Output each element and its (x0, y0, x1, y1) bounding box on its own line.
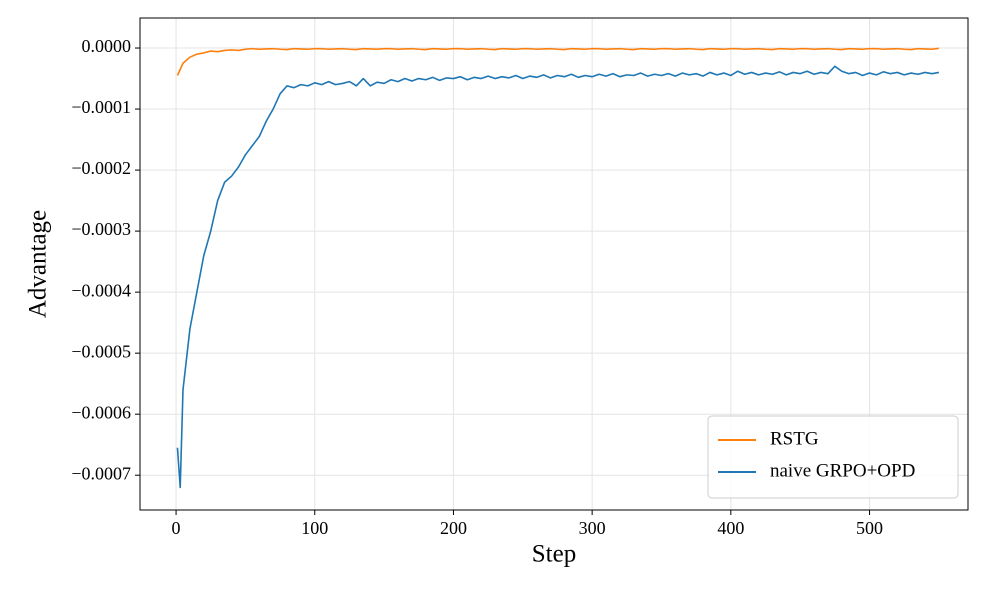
y-tick-label: −0.0004 (71, 280, 131, 300)
legend-label: naive GRPO+OPD (770, 460, 915, 481)
legend-box (707, 415, 959, 499)
y-tick-label: −0.0003 (71, 219, 131, 239)
x-tick-label: 0 (172, 518, 181, 538)
y-tick-label: 0.0000 (82, 36, 132, 56)
y-axis-label: Advantage (25, 210, 52, 318)
legend-label: RSTG (770, 428, 819, 449)
y-tick-label: −0.0005 (71, 341, 131, 361)
y-tick-label: −0.0006 (71, 402, 131, 422)
x-tick-label: 400 (717, 518, 744, 538)
y-tick-label: −0.0007 (71, 463, 131, 483)
x-tick-label: 100 (301, 518, 328, 538)
x-tick-label: 500 (856, 518, 883, 538)
x-tick-label: 300 (579, 518, 606, 538)
y-tick-label: −0.0002 (71, 158, 131, 178)
plot-frame (139, 17, 969, 511)
y-tick-label: −0.0001 (71, 97, 131, 117)
series-line (176, 65, 940, 489)
x-axis-label: Step (532, 541, 576, 568)
x-tick-label: 200 (440, 518, 467, 538)
series-line (176, 47, 939, 76)
